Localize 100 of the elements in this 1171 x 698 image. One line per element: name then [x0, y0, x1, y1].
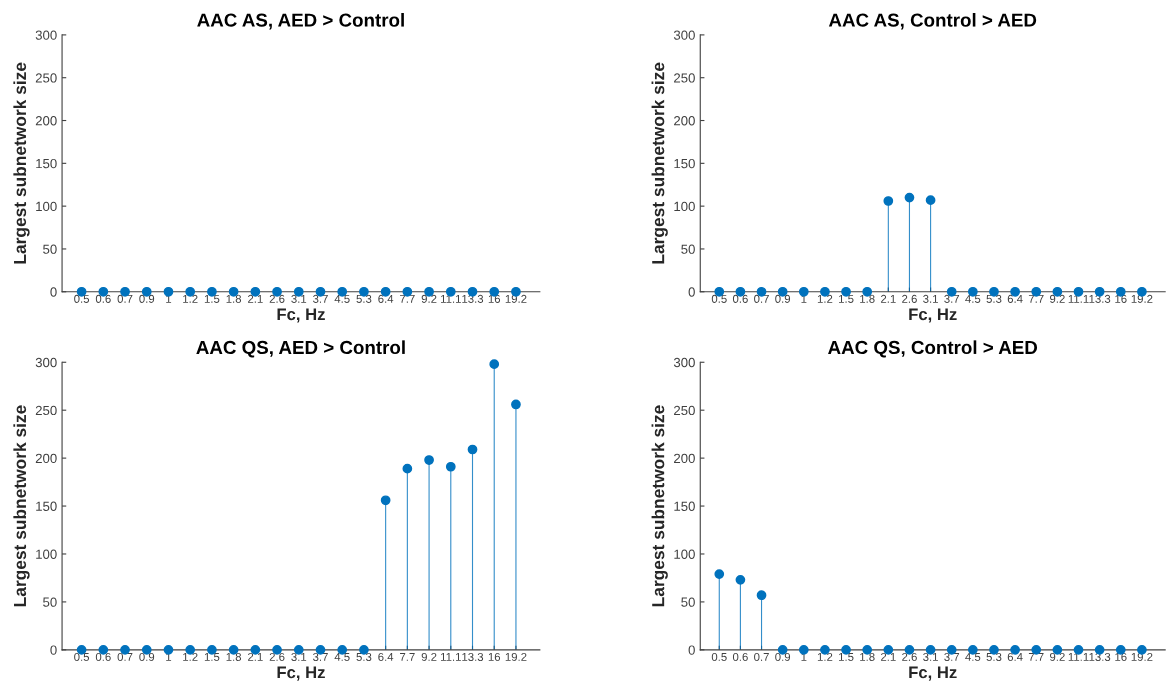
point	[380, 495, 391, 506]
x-tick-label: 4.5	[965, 294, 981, 303]
point	[798, 644, 809, 655]
x-tick-label: 9.2	[1049, 294, 1065, 303]
x-tick-label: 0.5	[74, 652, 90, 661]
y-axis-title: Largest subnetwork size	[13, 62, 30, 264]
y-tick-label: 50	[681, 597, 695, 607]
point	[445, 461, 456, 472]
x-tick-label: 0.6	[732, 294, 748, 303]
x-tick-label: 0.9	[139, 652, 155, 661]
x-tick-label: 13.3	[1089, 652, 1111, 661]
x-tick-label: 2.1	[880, 652, 896, 661]
x-tick-label: 0.6	[95, 294, 111, 303]
chart-title: AAC AS, AED > Control	[197, 12, 404, 30]
point	[163, 644, 174, 655]
y-tick-label: 150	[36, 158, 57, 169]
y-tick-label: 150	[674, 501, 695, 511]
point	[756, 590, 767, 601]
x-tick-label: 2.6	[269, 294, 285, 303]
x-tick-label: 3.1	[291, 652, 307, 661]
y-tick-label: 0	[688, 645, 695, 655]
x-tick-label: 2.1	[248, 294, 263, 303]
x-tick-label: 7.7	[400, 294, 415, 303]
x-tick-label: 0.9	[775, 294, 791, 303]
x-tick-label: 3.7	[313, 294, 328, 303]
y-tick-label: 300	[35, 30, 57, 40]
y-tick-label: 300	[673, 357, 695, 368]
y-tick-label: 150	[36, 501, 57, 511]
x-tick-label: 6.4	[1007, 652, 1023, 661]
point	[735, 574, 746, 585]
x-tick-label: 1.8	[860, 652, 875, 661]
x-tick-label: 6.4	[378, 652, 394, 661]
y-axis-title: Largest subnetwork size	[651, 405, 668, 607]
x-tick-label: 0.9	[139, 294, 155, 303]
x-tick-label: 0.5	[74, 294, 90, 303]
x-axis-title: Fc, Hz	[277, 666, 325, 681]
x-axis-title: Fc, Hz	[909, 666, 957, 681]
x-tick-label: 1.5	[839, 294, 854, 303]
x-tick-label: 19.2	[1131, 652, 1153, 661]
x-tick-label: 16	[1115, 652, 1127, 661]
x-tick-label: 1.8	[226, 294, 242, 303]
y-tick-label: 200	[674, 453, 695, 464]
x-tick-label: 19.2	[505, 294, 527, 303]
point	[904, 192, 915, 203]
x-tick-label: 0.6	[732, 652, 748, 661]
y-tick-label: 300	[673, 30, 695, 40]
y-tick-label: 0	[50, 287, 57, 297]
x-tick-label: 0.7	[754, 294, 769, 303]
x-tick-label: 5.3	[356, 294, 372, 303]
point	[714, 569, 725, 579]
y-axis-title: Largest subnetwork size	[651, 62, 668, 264]
x-tick-label: 4.5	[334, 294, 350, 303]
x-tick-label: 0.9	[775, 652, 791, 661]
y-tick-label: 250	[674, 73, 695, 83]
chart-title: AAC AS, Control > AED	[828, 12, 1037, 30]
chart-title: AAC QS, Control > AED	[828, 340, 1038, 358]
x-tick-label: 6.4	[1007, 294, 1023, 303]
x-tick-label: 3.7	[313, 652, 328, 661]
x-tick-label: 3.7	[944, 652, 960, 661]
x-tick-label: 1.2	[817, 294, 833, 303]
y-tick-label: 200	[35, 116, 57, 126]
x-tick-label: 16	[1115, 294, 1127, 303]
y-tick-label: 50	[43, 597, 57, 607]
x-axis-title: Fc, Hz	[909, 308, 957, 323]
x-tick-label: 1.5	[204, 653, 220, 661]
point	[424, 455, 434, 465]
x-tick-label: 0.7	[754, 652, 769, 661]
x-tick-label: 5.3	[356, 652, 372, 661]
x-tick-label: 0.7	[117, 652, 133, 661]
x-tick-label: 9.2	[421, 294, 437, 303]
point	[511, 399, 521, 410]
y-tick-label: 250	[674, 405, 695, 416]
x-tick-label: 1.2	[183, 294, 198, 303]
x-tick-label: 2.6	[902, 294, 917, 303]
x-tick-label: 0.7	[117, 294, 133, 303]
y-tick-label: 50	[43, 244, 57, 254]
x-tick-label: 19.2	[505, 652, 527, 661]
y-tick-label: 0	[688, 287, 695, 297]
x-tick-label: 1.2	[817, 652, 833, 661]
x-tick-label: 4.5	[965, 653, 981, 661]
x-tick-label: 1.8	[860, 294, 875, 303]
x-tick-label: 6.4	[378, 294, 394, 303]
x-tick-label: 11.1	[1068, 294, 1089, 303]
x-axis-title: Fc, Hz	[277, 308, 325, 323]
x-tick-label: 1.2	[183, 652, 198, 661]
x-tick-label: 2.6	[269, 652, 285, 661]
y-tick-label: 0	[50, 645, 57, 655]
x-tick-label: 5.3	[986, 294, 1002, 303]
x-tick-label: 2.1	[248, 652, 263, 661]
x-tick-label: 9.2	[421, 652, 437, 661]
y-tick-label: 200	[35, 453, 57, 464]
point	[467, 444, 478, 455]
y-tick-label: 100	[674, 201, 695, 212]
x-tick-label: 7.7	[400, 653, 415, 661]
x-tick-label: 11.1	[441, 294, 461, 303]
y-tick-label: 150	[674, 158, 695, 169]
point	[883, 196, 894, 206]
x-tick-label: 16	[488, 652, 501, 661]
y-tick-label: 200	[674, 116, 695, 126]
point	[798, 286, 809, 297]
